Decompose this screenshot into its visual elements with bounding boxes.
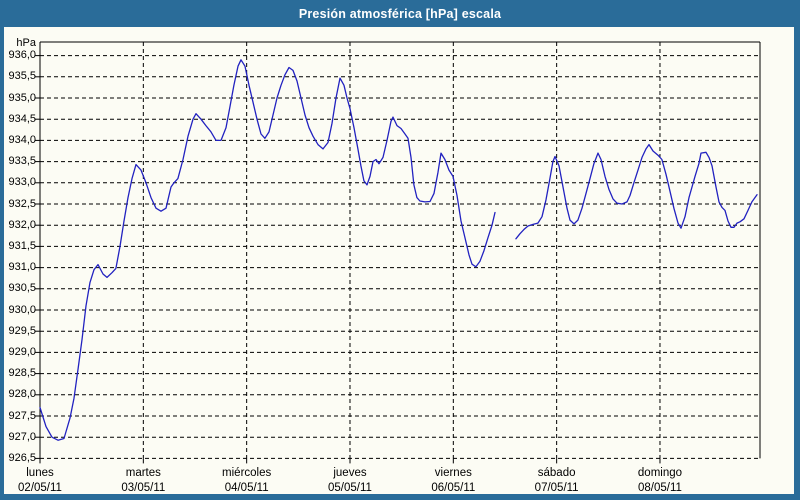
y-tick-label: 933,0 [8,176,36,189]
y-tick-label: 936,0 [8,49,36,62]
y-tick-label: 928,5 [8,367,36,380]
y-tick-label: 929,5 [8,324,36,337]
y-tick-label: 927,0 [8,430,36,443]
pressure-line-segment [515,143,758,240]
y-tick-label: 930,5 [8,282,36,295]
x-tick-label-date: 04/05/11 [224,482,269,494]
y-tick-label: 932,0 [8,218,36,231]
y-tick-label: 928,0 [8,388,36,401]
x-tick-label-day: domingo [637,467,683,479]
y-tick-label: 935,5 [8,70,36,83]
x-tick-label-date: 08/05/11 [638,482,682,494]
y-tick-label: 930,0 [8,303,36,316]
x-tick-label-day: viernes [434,467,472,479]
y-tick-label: 929,0 [8,345,36,358]
y-tick-label: 926,5 [8,451,36,464]
x-tick-label-day: jueves [333,467,367,479]
x-tick-label-day: miércoles [222,467,272,479]
y-axis-unit-label: hPa [16,37,36,49]
y-tick-label: 932,5 [8,197,36,210]
y-tick-label: 934,5 [8,112,36,125]
x-tick-label-date: 02/05/11 [18,482,62,494]
y-tick-label: 927,5 [8,409,36,422]
y-tick-label: 931,0 [8,261,36,274]
pressure-line-segment [39,59,496,441]
y-tick-label: 934,0 [8,133,36,146]
y-tick-label: 933,5 [8,155,36,168]
x-tick-label-day: sábado [537,467,576,479]
chart-title: Presión atmosférica [hPa] escala [298,6,502,21]
x-tick-label-date: 07/05/11 [534,482,579,494]
title-bar: Presión atmosférica [hPa] escala [0,0,800,27]
x-tick-label-day: lunes [26,467,54,479]
x-tick-label-day: martes [125,467,161,479]
x-tick-label-date: 03/05/11 [121,482,166,494]
x-tick-label-date: 06/05/11 [431,482,476,494]
x-tick-label-date: 05/05/11 [328,482,372,494]
y-tick-label: 931,5 [8,239,36,252]
y-tick-label: 935,0 [8,91,36,104]
